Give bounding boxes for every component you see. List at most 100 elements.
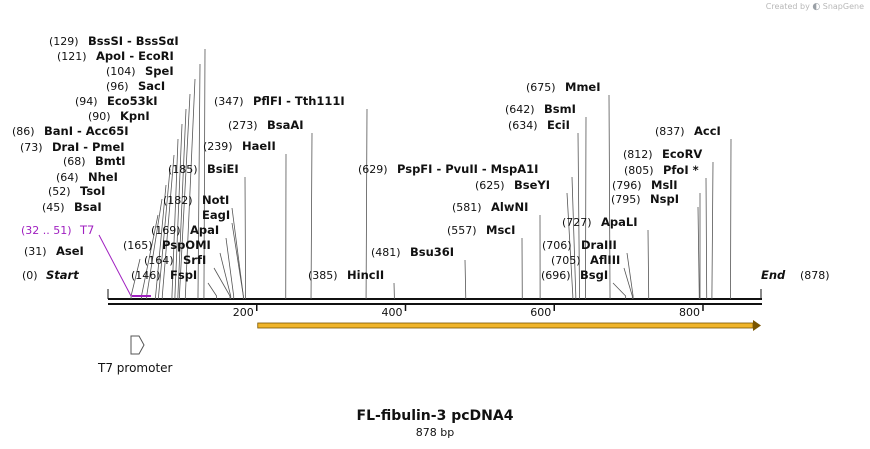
cut-site-enzyme: NotI: [202, 193, 229, 207]
cut-site-line: [626, 252, 634, 299]
cut-site-position: (64): [56, 171, 79, 184]
cut-site-enzyme: KpnI: [120, 109, 150, 123]
cut-site-line: [219, 252, 232, 299]
cut-site-enzyme: BsaAI: [267, 118, 304, 132]
cut-site-enzyme: BmtI: [95, 154, 126, 168]
cut-site-position: (45): [42, 201, 65, 214]
axis-tick-label: 600: [530, 306, 551, 319]
axis-tick-label: 200: [233, 306, 254, 319]
cut-site-enzyme: BsgI: [580, 268, 608, 282]
cut-site-line: [464, 259, 467, 299]
cut-site-enzyme: DraI - PmeI: [52, 140, 125, 154]
cut-site-position: (185): [168, 163, 198, 176]
snapgene-logo-icon: ◐: [812, 2, 821, 12]
cut-site-enzyme: AflIII: [590, 253, 620, 267]
cut-site-line: [365, 108, 368, 299]
cut-site-line: [577, 132, 580, 299]
cut-site-line: [647, 229, 650, 299]
cut-site-enzyme: BsaI: [74, 200, 102, 214]
cut-site-enzyme: PspOMI: [162, 238, 211, 252]
cut-site-position: (557): [447, 224, 477, 237]
cut-site-position: (481): [371, 246, 401, 259]
cut-site-line: [585, 116, 587, 299]
cut-site-enzyme: ApoI - EcoRI: [96, 49, 174, 63]
cut-site-enzyme: BssSI - BssSαI: [88, 34, 179, 48]
end-position: (878): [800, 269, 830, 282]
t7-promoter-arrow-icon: [130, 335, 145, 355]
cut-site-position: (805): [624, 164, 654, 177]
cut-site-position: (581): [452, 201, 482, 214]
cut-site-enzyme: SrfI: [183, 253, 206, 267]
orf-arrow-body: [257, 322, 754, 329]
cut-site-position: (705): [551, 254, 581, 267]
credit-brand: SnapGene: [822, 2, 864, 11]
cut-site-enzyme: EcoRV: [662, 147, 702, 161]
cut-site-line: [158, 168, 171, 299]
cut-site-position: (121): [57, 50, 87, 63]
cut-site-enzyme: PspFI - PvuII - MspA1I: [397, 162, 538, 176]
cut-site-enzyme: EagI: [202, 208, 230, 222]
cut-site-position: (73): [20, 141, 43, 154]
map-title: FL-fibulin-3 pcDNA4: [356, 408, 514, 424]
cut-site-enzyme: MscI: [486, 223, 515, 237]
cut-site-position: (68): [63, 155, 86, 168]
cut-site-enzyme: NheI: [88, 170, 118, 184]
cut-site-line: [566, 192, 574, 299]
cut-site-enzyme: SacI: [138, 79, 165, 93]
cut-site-line: [623, 267, 633, 299]
cut-site-line: [225, 237, 235, 299]
promoter-label: T7 promoter: [97, 361, 173, 375]
cut-site-position: (812): [623, 148, 653, 161]
cut-site-line: [705, 177, 708, 299]
cut-site-position: (104): [106, 65, 136, 78]
cut-site-enzyme: NspI: [650, 192, 679, 206]
cut-site-enzyme: BanI - Acc65I: [44, 124, 129, 138]
cut-site-enzyme: HincII: [347, 268, 384, 282]
cut-site-position: (86): [12, 125, 35, 138]
cut-site-enzyme: AlwNI: [491, 200, 528, 214]
cut-site-line: [203, 48, 206, 299]
start-label: Start: [46, 268, 79, 282]
axis-tick-label: 800: [679, 306, 700, 319]
cut-site-position: (642): [505, 103, 535, 116]
cut-site-enzyme: AseI: [56, 244, 84, 258]
primer-leader-line: [98, 234, 132, 297]
cut-site-position: (169): [151, 224, 181, 237]
cut-site-line: [608, 94, 611, 299]
cut-site-enzyme: Eco53kI: [107, 94, 158, 108]
primer-label: T7: [79, 223, 94, 237]
cut-site-position: (273): [228, 119, 258, 132]
cut-site-line: [213, 267, 231, 299]
cut-site-enzyme: TsoI: [80, 184, 105, 198]
cut-site-position: (837): [655, 125, 685, 138]
cut-site-position: (795): [611, 193, 641, 206]
cut-site-line: [244, 176, 246, 299]
end-label: End: [761, 268, 786, 282]
cut-site-position: (90): [88, 110, 111, 123]
cut-site-position: (629): [358, 163, 388, 176]
cut-site-enzyme: FspI: [170, 268, 197, 282]
cut-site-line: [184, 78, 196, 299]
cut-site-line: [177, 108, 187, 299]
cut-site-enzyme: BsmI: [544, 102, 576, 116]
cut-site-position: (94): [75, 95, 98, 108]
cut-site-position: (31): [24, 245, 47, 258]
cut-site-line: [178, 93, 191, 299]
credit-prefix: Created by: [765, 2, 810, 11]
axis-tick-label: 400: [381, 306, 402, 319]
cut-site-enzyme: PflFI - Tth111I: [253, 94, 345, 108]
cut-site-enzyme: ApaLI: [601, 215, 638, 229]
cut-site-enzyme: EciI: [547, 118, 570, 132]
cut-site-position: (164): [144, 254, 174, 267]
cut-site-position: (239): [203, 140, 233, 153]
cut-site-enzyme: AccI: [694, 124, 721, 138]
start-position: (0): [22, 269, 38, 282]
cut-site-enzyme: SpeI: [145, 64, 174, 78]
cut-site-line: [711, 161, 714, 299]
cut-site-position: (796): [612, 179, 642, 192]
cut-site-position: (727): [562, 216, 592, 229]
cut-site-enzyme: HaeII: [242, 139, 276, 153]
cut-site-position: (96): [106, 80, 129, 93]
cut-site-enzyme: MslI: [651, 178, 678, 192]
